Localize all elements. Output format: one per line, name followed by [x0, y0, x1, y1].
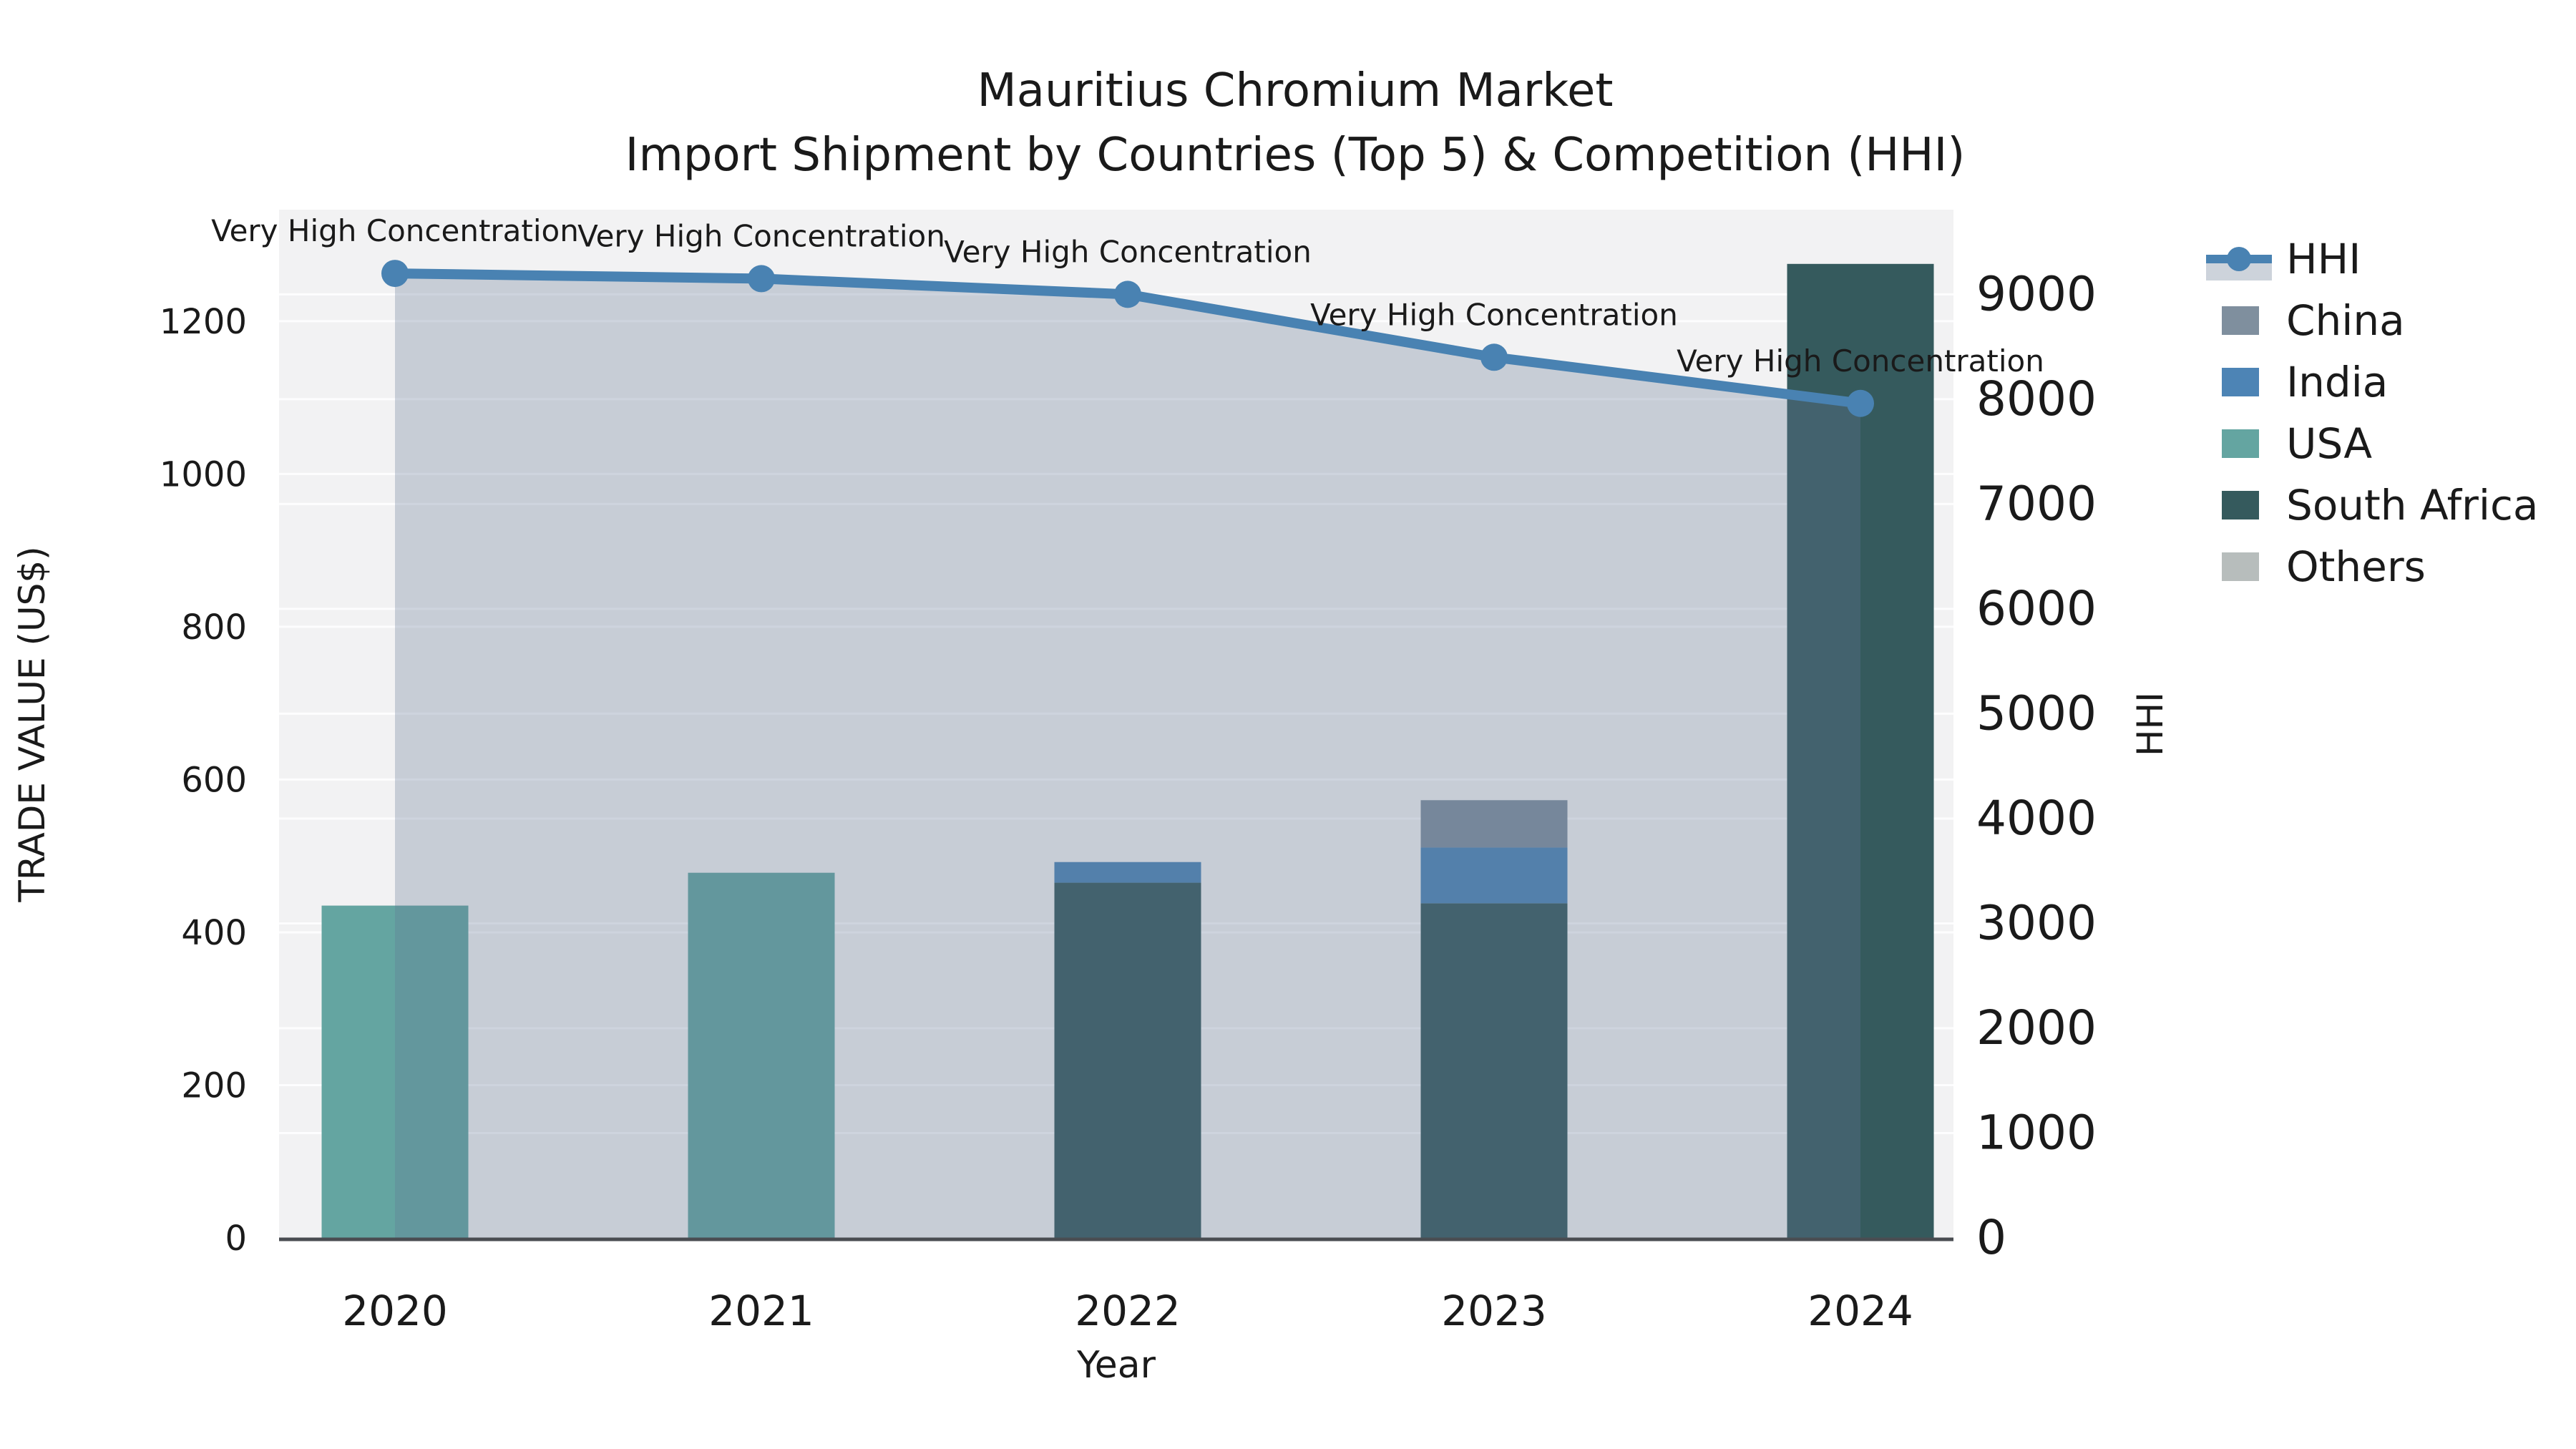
bar-segment-india-2023 [1420, 847, 1568, 904]
hhi-area-polygon [395, 273, 1860, 1238]
legend-hhi-marker [2227, 247, 2251, 271]
legend-label-usa: USA [2286, 419, 2372, 468]
legend-item-others: Others [2222, 542, 2426, 591]
left-tick-1200: 1200 [160, 302, 247, 342]
legend-swatch-usa [2222, 429, 2259, 458]
chart-title: Mauritius Chromium Market [977, 64, 1614, 117]
bar-segment-south-africa-2022 [1054, 882, 1201, 1238]
hhi-marker-2021 [748, 265, 775, 293]
x-axis-title: Year [1076, 1344, 1156, 1387]
left-tick-1000: 1000 [160, 454, 247, 494]
left-tick-400: 400 [181, 913, 247, 953]
hhi-line [381, 260, 1874, 417]
annotation-2022: Very High Concentration [944, 234, 1312, 269]
hhi-marker-2020 [381, 260, 409, 288]
hhi-marker-2024 [1847, 389, 1874, 417]
legend-label-south-africa: South Africa [2286, 481, 2538, 530]
right-tick-5000: 5000 [1976, 686, 2097, 741]
stacked-bars [321, 263, 1934, 1238]
legend-swatch-china [2222, 306, 2259, 335]
chart-subtitle: Import Shipment by Countries (Top 5) & C… [625, 129, 1966, 182]
hhi-marker-2022 [1114, 280, 1141, 308]
left-tick-800: 800 [181, 608, 247, 648]
right-tick-2000: 2000 [1976, 1000, 2097, 1055]
x-tick-2024: 2024 [1807, 1287, 1913, 1335]
legend-label-hhi: HHI [2286, 235, 2361, 283]
legend-swatch-others [2222, 552, 2259, 581]
left-tick-0: 0 [225, 1219, 247, 1259]
legend-label-china: China [2286, 296, 2405, 345]
tick-labels: 0 200 400 600 800 1000 1200 0 1000 2000 3000 4000 50… [160, 266, 2097, 1335]
legend: HHI China India USA South Africa Others [2206, 235, 2538, 591]
right-tick-1000: 1000 [1976, 1105, 2097, 1160]
right-tick-3000: 3000 [1976, 895, 2097, 950]
right-tick-4000: 4000 [1976, 791, 2097, 846]
annotation-2021: Very High Concentration [577, 218, 945, 253]
x-tick-2022: 2022 [1075, 1287, 1181, 1335]
legend-item-india: India [2222, 358, 2388, 406]
right-tick-9000: 9000 [1976, 266, 2097, 321]
bar-segment-india-2022 [1054, 862, 1201, 883]
right-tick-6000: 6000 [1976, 581, 2097, 636]
right-axis-title: HHI [2129, 692, 2171, 756]
bar-segment-south-africa-2023 [1420, 903, 1568, 1238]
x-tick-2020: 2020 [342, 1287, 448, 1335]
x-tick-2023: 2023 [1441, 1287, 1547, 1335]
legend-item-hhi: HHI [2206, 235, 2361, 283]
hhi-area-fill [395, 273, 1860, 1238]
hhi-marker-2023 [1480, 343, 1508, 371]
bar-segment-usa-2021 [688, 872, 835, 1238]
right-tick-8000: 8000 [1976, 371, 2097, 426]
annotation-2023: Very High Concentration [1310, 297, 1678, 332]
annotation-2024: Very High Concentration [1677, 343, 2044, 379]
left-tick-200: 200 [181, 1065, 247, 1106]
left-axis-title: TRADE VALUE (US$) [11, 546, 53, 902]
legend-label-others: Others [2286, 542, 2426, 591]
legend-item-usa: USA [2222, 419, 2372, 468]
bar-segment-south-africa-2024 [1787, 263, 1934, 1238]
legend-label-india: India [2286, 358, 2388, 406]
legend-swatch-south-africa [2222, 491, 2259, 519]
bar-segment-china-2023 [1420, 800, 1568, 848]
annotation-2020: Very High Concentration [211, 213, 579, 248]
right-tick-0: 0 [1976, 1210, 2006, 1265]
right-tick-7000: 7000 [1976, 476, 2097, 531]
bar-segment-usa-2020 [321, 905, 469, 1238]
legend-item-china: China [2222, 296, 2405, 345]
legend-item-south-africa: South Africa [2222, 481, 2538, 530]
left-tick-600: 600 [181, 760, 247, 800]
x-tick-2021: 2021 [708, 1287, 814, 1335]
legend-swatch-india [2222, 368, 2259, 396]
